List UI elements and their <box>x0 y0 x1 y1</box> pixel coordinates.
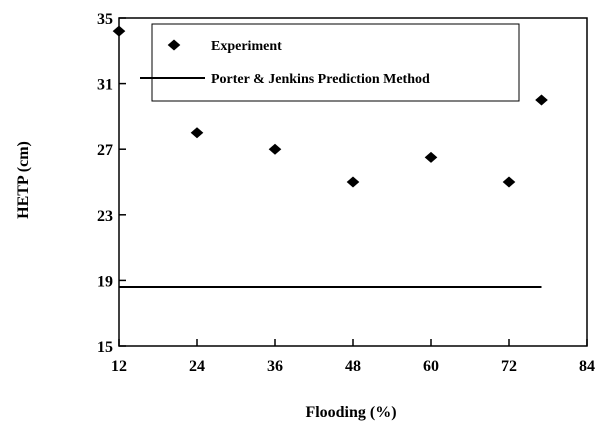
experiment-point <box>424 151 438 163</box>
x-tick-label: 72 <box>501 358 517 375</box>
x-axis-label: Flooding (%) <box>305 404 396 421</box>
x-tick-label: 60 <box>423 358 439 375</box>
experiment-point <box>535 94 548 106</box>
experiment-point <box>346 176 360 188</box>
experiment-point <box>502 176 516 188</box>
experiment-points-group <box>112 25 548 188</box>
x-tick-label: 48 <box>345 358 361 375</box>
y-tick-label: 35 <box>97 11 113 28</box>
legend: Experiment Porter & Jenkins Prediction Me… <box>140 23 520 102</box>
legend-box <box>151 23 520 102</box>
x-tick-label: 24 <box>189 358 205 375</box>
experiment-point <box>268 143 282 155</box>
y-tick-label: 27 <box>97 142 113 159</box>
x-tick-label: 36 <box>267 358 283 375</box>
legend-label: Porter & Jenkins Prediction Method <box>211 72 430 87</box>
experiment-point <box>190 127 204 139</box>
y-tick-label: 19 <box>97 273 113 290</box>
y-axis-label: HETP (cm) <box>15 141 32 219</box>
y-tick-label: 15 <box>97 339 113 356</box>
y-tick-label: 31 <box>97 77 113 94</box>
legend-diamond-swatch <box>167 39 181 51</box>
experiment-point <box>112 25 126 37</box>
y-tick-label: 23 <box>97 208 113 225</box>
axis-ticks: 12 24 36 48 60 72 84 15 19 23 27 31 35 <box>97 11 595 375</box>
x-tick-label: 84 <box>579 358 595 375</box>
legend-label: Experiment <box>211 39 282 54</box>
x-tick-label: 12 <box>111 358 127 375</box>
